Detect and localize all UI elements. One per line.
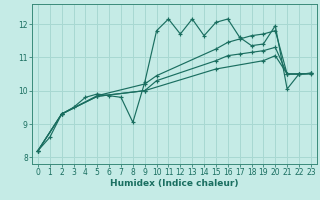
X-axis label: Humidex (Indice chaleur): Humidex (Indice chaleur)	[110, 179, 239, 188]
